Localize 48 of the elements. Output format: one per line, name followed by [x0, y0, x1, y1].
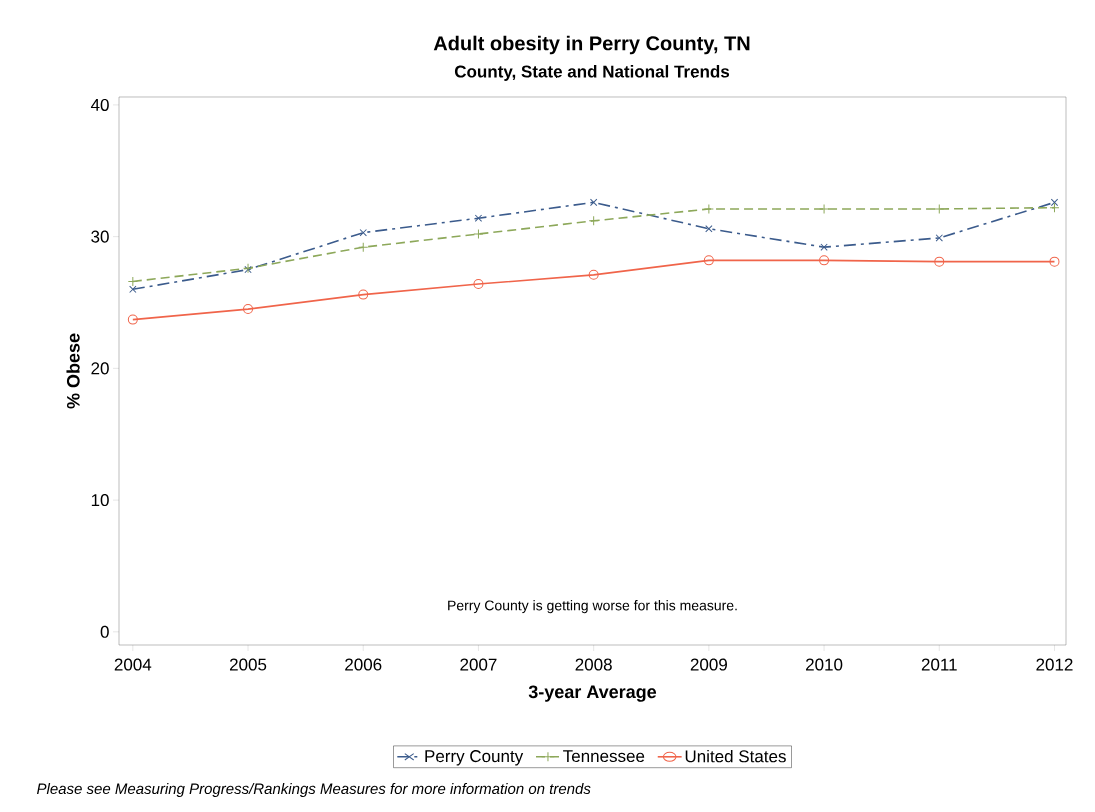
point [820, 243, 828, 251]
point [127, 276, 138, 287]
point [819, 203, 830, 214]
point [1049, 202, 1060, 213]
legend-label: United States [685, 749, 786, 763]
point [705, 225, 713, 233]
point [1050, 198, 1059, 207]
x-tick-label: 2006 [345, 658, 382, 671]
x-tick-label: 2007 [460, 658, 497, 671]
point [127, 314, 138, 325]
point [934, 256, 945, 267]
point [588, 215, 599, 226]
point [473, 279, 484, 290]
legend-label: Tennessee [563, 750, 645, 763]
point [358, 289, 369, 300]
point [474, 214, 483, 222]
x-tick-label: 2005 [229, 658, 267, 671]
point [1049, 256, 1060, 267]
y-tick-label: 20 [91, 362, 109, 375]
annotation: Perry County is getting worse for this measure. [448, 600, 737, 614]
point [588, 269, 599, 280]
x-tick-label: 2010 [806, 658, 843, 671]
x-axis-title: 3-year Average [528, 685, 657, 702]
point [129, 285, 137, 294]
point [589, 198, 598, 207]
x-tick-label: 2012 [1036, 658, 1073, 671]
point [359, 229, 367, 237]
point [473, 229, 484, 239]
point [243, 304, 254, 315]
point [934, 203, 945, 214]
text: Please see Measuring Progress/Rankings Measures for more information on trends [36, 783, 591, 797]
y-tick-label: 10 [91, 494, 109, 507]
y-tick-label: 40 [90, 98, 109, 111]
point [819, 255, 830, 266]
chart-title: Adult obesity in Perry County, TN [433, 35, 750, 55]
x-tick-label: 2008 [575, 658, 612, 671]
x-tick-label: 2004 [114, 658, 152, 671]
y-tick-label: 0 [100, 625, 109, 638]
point [703, 203, 714, 214]
x-tick-label: 2009 [690, 658, 727, 671]
y-tick-label: 30 [91, 230, 109, 243]
legend-label: Perry County [425, 750, 524, 766]
point [358, 242, 369, 253]
x-tick-label: 2011 [921, 658, 957, 671]
point [935, 234, 943, 242]
y-axis-title: % Obese [66, 333, 80, 409]
chart-subtitle: County, State and National Trends [454, 65, 730, 81]
point [703, 255, 714, 266]
